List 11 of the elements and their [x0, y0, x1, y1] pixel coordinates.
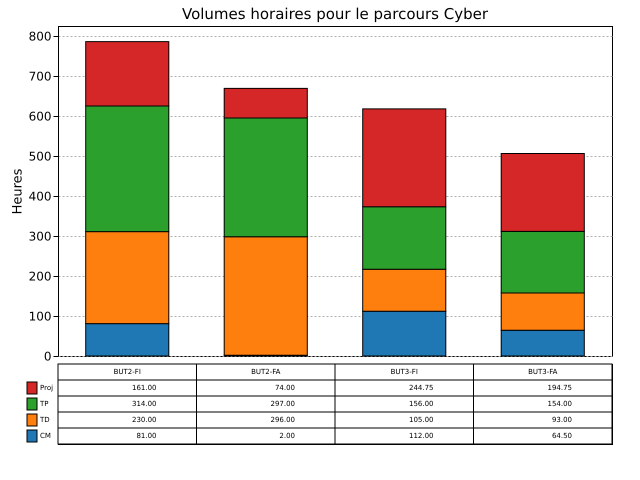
y-tick-label: 300 [28, 230, 52, 244]
y-tick-label: 600 [28, 110, 52, 124]
chart-title: Volumes horaires pour le parcours Cyber [182, 5, 489, 23]
y-tick-label: 800 [28, 30, 52, 44]
y-tick-label: 100 [28, 310, 52, 324]
y-tick-label: 0 [44, 350, 52, 364]
y-tick-label: 700 [28, 70, 52, 84]
y-tick-label: 400 [28, 190, 52, 204]
y-tick-label: 200 [28, 270, 52, 284]
y-tick-label: 500 [28, 150, 52, 164]
y-axis-title: Heures [10, 168, 26, 214]
